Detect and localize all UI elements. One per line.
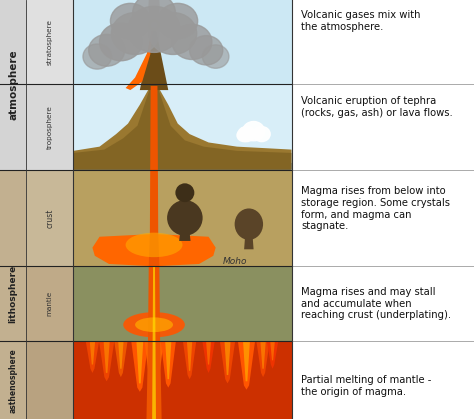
Circle shape xyxy=(151,23,157,28)
Polygon shape xyxy=(238,341,255,390)
Polygon shape xyxy=(244,237,254,249)
Text: crust: crust xyxy=(46,208,54,228)
Bar xyxy=(26,84,73,170)
Bar xyxy=(0,170,26,419)
Ellipse shape xyxy=(235,209,263,240)
Polygon shape xyxy=(73,88,292,170)
Ellipse shape xyxy=(126,233,182,257)
Circle shape xyxy=(237,129,251,142)
Text: Volcanic eruption of tephra
(rocks, gas, ash) or lava flows.: Volcanic eruption of tephra (rocks, gas,… xyxy=(301,96,453,118)
Polygon shape xyxy=(183,341,196,379)
Circle shape xyxy=(83,44,111,69)
Circle shape xyxy=(158,3,198,39)
Circle shape xyxy=(202,45,229,68)
Polygon shape xyxy=(137,341,143,383)
Polygon shape xyxy=(73,90,292,170)
Text: troposphere: troposphere xyxy=(47,105,53,149)
Bar xyxy=(26,341,73,419)
Bar xyxy=(73,0,292,84)
Polygon shape xyxy=(225,341,230,375)
Ellipse shape xyxy=(135,318,173,332)
Polygon shape xyxy=(260,341,266,369)
Bar xyxy=(73,341,292,419)
Text: stratosphere: stratosphere xyxy=(47,19,53,65)
Text: Moho: Moho xyxy=(222,257,247,266)
Polygon shape xyxy=(90,341,95,365)
Circle shape xyxy=(148,20,160,30)
Circle shape xyxy=(128,6,180,52)
Circle shape xyxy=(149,13,197,54)
Circle shape xyxy=(133,0,175,31)
Polygon shape xyxy=(270,341,275,360)
Bar xyxy=(26,170,73,266)
Polygon shape xyxy=(146,86,162,419)
Circle shape xyxy=(172,24,212,59)
Polygon shape xyxy=(187,341,192,371)
Ellipse shape xyxy=(123,312,185,337)
Polygon shape xyxy=(179,233,191,241)
Polygon shape xyxy=(104,341,109,373)
Polygon shape xyxy=(256,341,270,377)
Text: Partial melting of mantle -
the origin of magma.: Partial melting of mantle - the origin o… xyxy=(301,375,431,397)
Ellipse shape xyxy=(167,200,203,235)
Polygon shape xyxy=(131,341,148,392)
Polygon shape xyxy=(150,341,158,392)
Text: Magma rises from below into
storage region. Some crystals
form, and magma can
st: Magma rises from below into storage regi… xyxy=(301,186,450,231)
Polygon shape xyxy=(152,266,156,419)
Text: lithosphere: lithosphere xyxy=(9,265,18,323)
Polygon shape xyxy=(202,341,215,373)
Polygon shape xyxy=(118,341,124,369)
Circle shape xyxy=(243,122,264,141)
Circle shape xyxy=(111,13,159,54)
Circle shape xyxy=(100,23,142,61)
Polygon shape xyxy=(165,341,171,379)
Polygon shape xyxy=(114,341,128,377)
Bar xyxy=(26,266,73,341)
Polygon shape xyxy=(73,161,292,170)
Circle shape xyxy=(253,127,270,142)
Text: asthenosphere: asthenosphere xyxy=(9,348,18,413)
Bar xyxy=(0,0,26,170)
Bar xyxy=(26,0,73,84)
Polygon shape xyxy=(86,341,99,373)
Polygon shape xyxy=(267,341,278,369)
Bar xyxy=(73,84,292,170)
Bar xyxy=(73,266,292,341)
Polygon shape xyxy=(145,341,164,400)
Text: mantle: mantle xyxy=(47,291,53,316)
Text: Magma rises and may stall
and accumulate when
reaching crust (underplating).: Magma rises and may stall and accumulate… xyxy=(301,287,451,320)
Polygon shape xyxy=(126,31,153,90)
Bar xyxy=(73,170,292,266)
Polygon shape xyxy=(148,0,160,25)
Circle shape xyxy=(190,36,223,65)
Circle shape xyxy=(89,34,125,66)
Circle shape xyxy=(238,127,255,142)
Polygon shape xyxy=(243,341,250,381)
Polygon shape xyxy=(161,341,176,388)
Text: atmosphere: atmosphere xyxy=(8,49,18,120)
Ellipse shape xyxy=(175,183,194,202)
Polygon shape xyxy=(99,341,114,381)
Polygon shape xyxy=(220,341,235,383)
Polygon shape xyxy=(140,25,168,90)
Polygon shape xyxy=(206,341,211,365)
Circle shape xyxy=(110,3,150,39)
Text: Volcanic gases mix with
the atmosphere.: Volcanic gases mix with the atmosphere. xyxy=(301,10,420,32)
Polygon shape xyxy=(92,234,216,266)
